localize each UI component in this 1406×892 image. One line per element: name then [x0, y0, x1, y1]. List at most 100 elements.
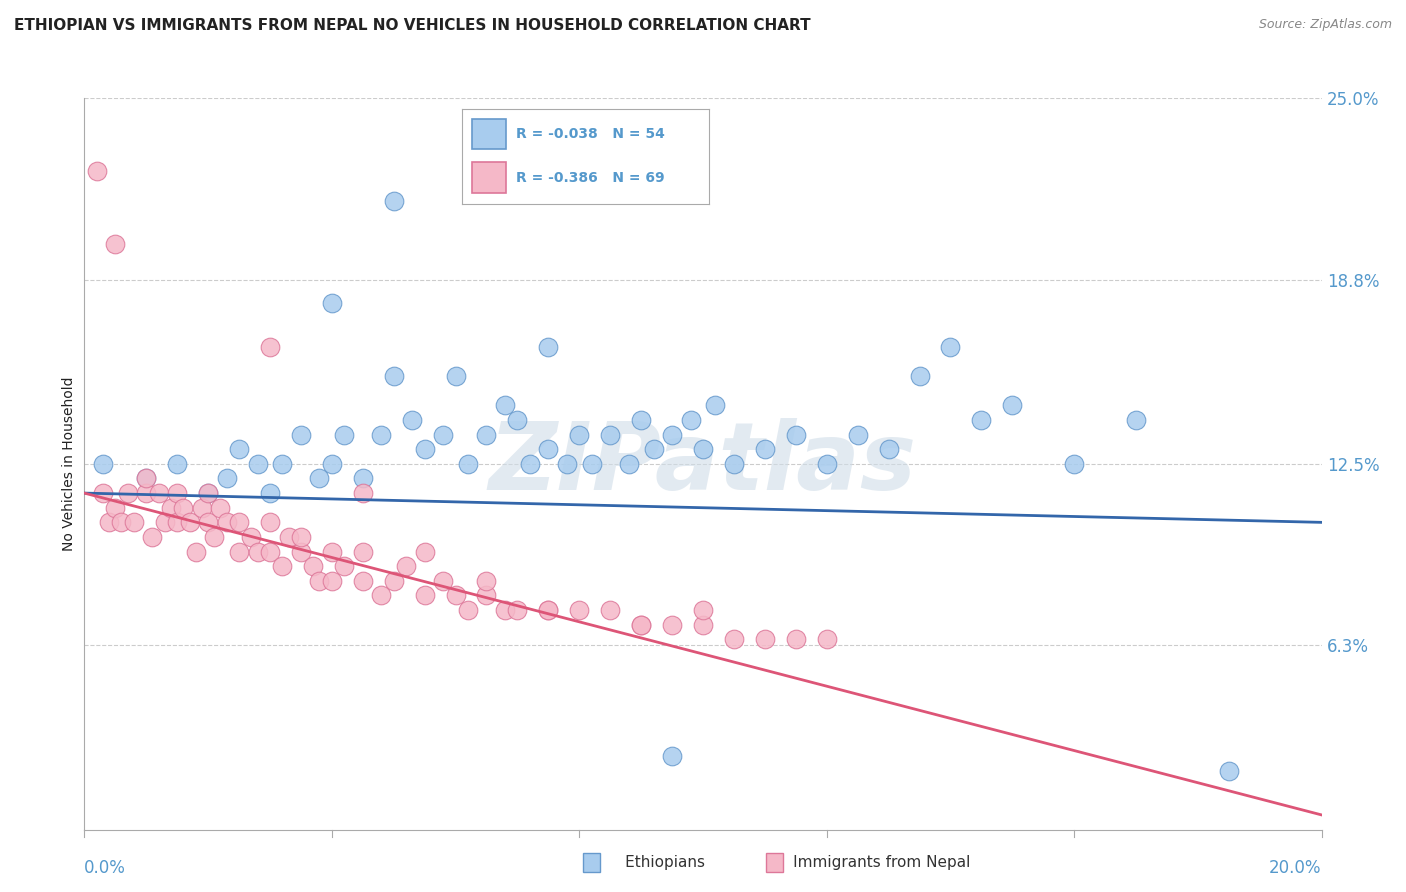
Point — [86, 164, 108, 178]
Point — [630, 617, 652, 632]
Point — [104, 500, 127, 515]
Text: ETHIOPIAN VS IMMIGRANTS FROM NEPAL NO VEHICLES IN HOUSEHOLD CORRELATION CHART: ETHIOPIAN VS IMMIGRANTS FROM NEPAL NO VE… — [14, 18, 811, 33]
Point — [537, 340, 560, 354]
Point — [240, 530, 263, 544]
Point — [215, 471, 238, 485]
Point — [692, 617, 714, 632]
Point — [846, 427, 869, 442]
Point — [444, 589, 467, 603]
Point — [661, 749, 683, 764]
Point — [506, 413, 529, 427]
Point — [877, 442, 900, 457]
Point — [135, 471, 157, 485]
Point — [537, 603, 560, 617]
Point — [352, 471, 374, 485]
Point — [537, 603, 560, 617]
Point — [277, 530, 299, 544]
Point — [246, 544, 269, 558]
Point — [202, 530, 225, 544]
Point — [785, 427, 807, 442]
Point — [537, 442, 560, 457]
Point — [1218, 764, 1240, 778]
Point — [215, 516, 238, 530]
Point — [723, 457, 745, 471]
Point — [110, 516, 132, 530]
Point — [166, 457, 188, 471]
Point — [197, 486, 219, 500]
Point — [679, 413, 702, 427]
Point — [135, 486, 157, 500]
Point — [506, 603, 529, 617]
Point — [413, 544, 436, 558]
Point — [382, 369, 405, 384]
Point — [630, 413, 652, 427]
Point — [1063, 457, 1085, 471]
Point — [568, 603, 591, 617]
Point — [321, 457, 343, 471]
Point — [209, 500, 232, 515]
Point — [197, 516, 219, 530]
Point — [228, 516, 250, 530]
Point — [815, 632, 838, 647]
Point — [290, 544, 312, 558]
Point — [191, 500, 214, 515]
Point — [122, 516, 145, 530]
Point — [401, 413, 423, 427]
Point — [1125, 413, 1147, 427]
Point — [333, 427, 356, 442]
Point — [599, 603, 621, 617]
Point — [259, 340, 281, 354]
Point — [382, 574, 405, 588]
Point — [259, 486, 281, 500]
Point — [166, 486, 188, 500]
Point — [321, 296, 343, 310]
Point — [494, 398, 516, 412]
Point — [432, 427, 454, 442]
Point — [754, 632, 776, 647]
Point — [555, 457, 578, 471]
Point — [197, 486, 219, 500]
Point — [475, 427, 498, 442]
Point — [308, 574, 330, 588]
Point — [692, 603, 714, 617]
Point — [444, 369, 467, 384]
Point — [290, 530, 312, 544]
Point — [352, 544, 374, 558]
Point — [321, 574, 343, 588]
Point — [370, 589, 392, 603]
Point — [723, 632, 745, 647]
Point — [104, 237, 127, 252]
Point — [141, 530, 163, 544]
Point — [271, 457, 294, 471]
Text: Ethiopians: Ethiopians — [591, 855, 704, 870]
Point — [815, 457, 838, 471]
Point — [970, 413, 993, 427]
Point — [91, 486, 114, 500]
Point — [475, 589, 498, 603]
Point — [939, 340, 962, 354]
Text: 0.0%: 0.0% — [84, 859, 127, 877]
Point — [395, 559, 418, 574]
Point — [908, 369, 931, 384]
Point — [117, 486, 139, 500]
Point — [166, 516, 188, 530]
Point — [98, 516, 121, 530]
Point — [785, 632, 807, 647]
Point — [413, 442, 436, 457]
Point — [661, 427, 683, 442]
Point — [160, 500, 183, 515]
Point — [91, 457, 114, 471]
Point — [271, 559, 294, 574]
Point — [643, 442, 665, 457]
Point — [432, 574, 454, 588]
Point — [630, 617, 652, 632]
Point — [184, 544, 207, 558]
Point — [382, 194, 405, 208]
Point — [413, 589, 436, 603]
Point — [494, 603, 516, 617]
Point — [1001, 398, 1024, 412]
Point — [302, 559, 325, 574]
Text: 20.0%: 20.0% — [1270, 859, 1322, 877]
Text: ZIPatlas: ZIPatlas — [489, 417, 917, 510]
Point — [661, 617, 683, 632]
